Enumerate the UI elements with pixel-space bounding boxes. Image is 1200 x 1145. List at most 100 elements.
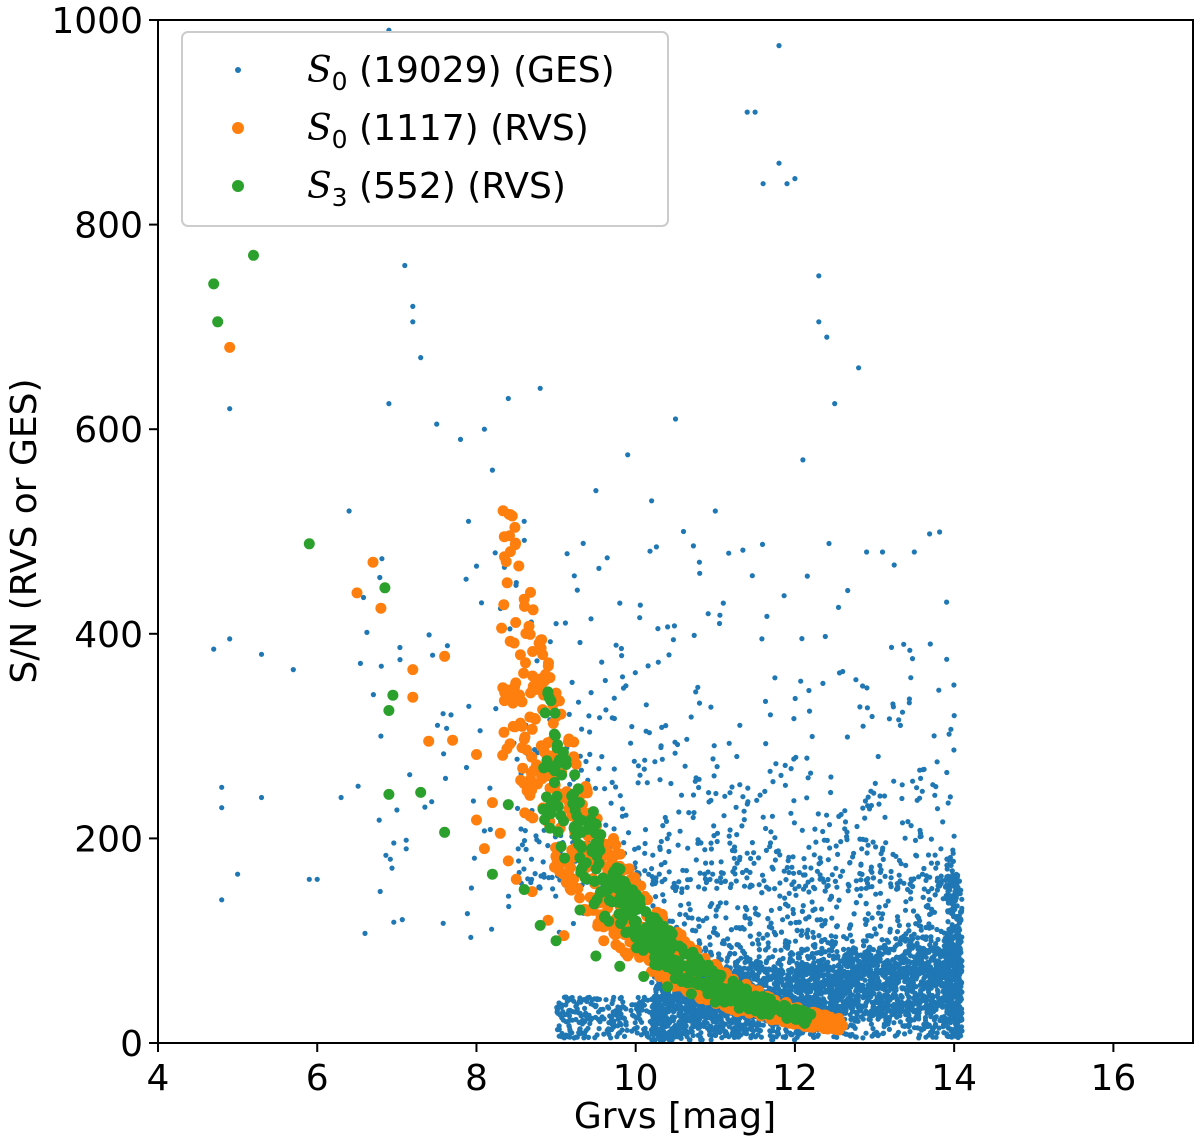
ges-point — [642, 1025, 648, 1031]
ges-point — [951, 682, 957, 688]
ges-point — [796, 869, 802, 876]
ges-point — [846, 978, 853, 984]
ges-point — [749, 1025, 755, 1031]
ges-point — [882, 814, 888, 820]
ges-point — [596, 766, 602, 772]
ges-point — [644, 1033, 650, 1039]
ges-point — [850, 1016, 856, 1022]
ges-point — [798, 965, 804, 971]
ges-point — [745, 958, 751, 964]
ges-point — [732, 951, 738, 957]
ges-point — [733, 925, 739, 931]
ges-point — [938, 846, 944, 852]
ges-point — [883, 903, 889, 909]
ges-point — [709, 901, 715, 907]
ges-point — [732, 865, 738, 871]
ges-point — [862, 991, 868, 997]
ges-point — [579, 1021, 586, 1027]
ges-point — [751, 860, 757, 866]
ges-point — [756, 954, 762, 960]
ges-point — [928, 985, 934, 991]
ges-point — [899, 985, 905, 991]
ges-point — [878, 916, 885, 922]
ges-point — [718, 875, 724, 881]
ges-point — [619, 806, 626, 812]
ges-point — [642, 840, 648, 847]
ges-point — [769, 813, 776, 819]
ges-point — [611, 994, 617, 1000]
ges-point — [936, 959, 942, 965]
ges-point — [831, 991, 837, 997]
ges-point — [818, 917, 824, 923]
ges-point — [867, 933, 873, 939]
ges-point — [718, 879, 724, 886]
ges-point — [926, 921, 932, 927]
ges-point — [932, 892, 938, 898]
ges-point — [821, 956, 827, 963]
ges-point — [836, 897, 842, 903]
ges-point — [940, 819, 946, 825]
ges-point — [613, 642, 619, 648]
ges-point — [589, 997, 595, 1003]
ges-point — [661, 1020, 668, 1026]
ges-point — [766, 924, 773, 930]
ges-point — [937, 978, 943, 984]
ges-point — [695, 684, 701, 690]
ges-point — [834, 1034, 840, 1040]
ges-point — [812, 942, 818, 948]
ges-point — [790, 910, 797, 917]
ges-point — [777, 852, 783, 858]
ges-point — [925, 1023, 931, 1030]
ges-point — [897, 1013, 903, 1019]
ges-point — [877, 793, 883, 799]
ges-point — [666, 848, 672, 855]
ges-point — [685, 845, 691, 851]
ges-point — [821, 837, 827, 843]
ges-point — [834, 949, 840, 955]
ges-point — [885, 988, 891, 994]
ges-point — [808, 984, 815, 990]
ges-point — [715, 903, 721, 910]
ges-point — [696, 884, 702, 890]
ges-point — [902, 835, 908, 841]
ges-point — [940, 1024, 946, 1030]
ges-point — [885, 898, 891, 904]
ges-point — [929, 906, 935, 913]
ges-point — [851, 850, 857, 856]
ges-point — [514, 756, 520, 762]
ges-point — [917, 945, 923, 951]
ges-point — [884, 1006, 890, 1012]
ges-point — [650, 903, 656, 909]
ges-point — [866, 806, 873, 812]
ges-point — [922, 1015, 929, 1021]
ges-point — [818, 859, 824, 865]
ges-point — [922, 1004, 928, 1010]
ges-point — [660, 892, 666, 898]
ges-point — [852, 1034, 859, 1040]
ges-point — [880, 856, 886, 863]
ges-point — [928, 1014, 934, 1020]
ges-point — [934, 806, 941, 812]
ges-point — [935, 990, 941, 996]
ges-point — [739, 823, 745, 829]
ges-point — [872, 780, 878, 787]
ges-point — [887, 997, 893, 1003]
ges-point — [799, 928, 805, 934]
ges-point — [695, 840, 701, 847]
ges-point — [925, 904, 931, 910]
ges-point — [560, 1009, 566, 1015]
ges-point — [631, 758, 637, 764]
ges-point — [670, 884, 676, 891]
ges-point — [747, 966, 754, 972]
ges-point — [735, 905, 741, 911]
ges-point — [664, 1033, 670, 1039]
ges-point — [583, 1028, 589, 1034]
ges-point — [706, 934, 713, 940]
ges-point — [766, 955, 772, 961]
ges-point — [887, 929, 893, 935]
ges-point — [718, 870, 725, 876]
ges-point — [888, 644, 895, 651]
ges-point — [652, 1002, 658, 1008]
ges-point — [597, 715, 603, 721]
